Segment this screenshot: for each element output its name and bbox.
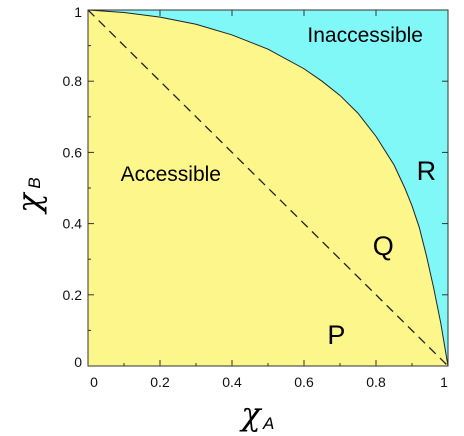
x-tick-label: 0	[90, 374, 98, 390]
x-tick-label: 0.8	[366, 374, 386, 390]
curve-layer	[87, 9, 449, 367]
point-label-q: Q	[373, 231, 394, 261]
x-tick-label: 1	[440, 374, 448, 390]
labels-layer: Accessible Inaccessible P Q R	[121, 24, 437, 350]
y-tick-label: 0	[74, 354, 82, 370]
x-tick-label: 0.4	[222, 374, 242, 390]
boundary-curve	[87, 9, 449, 367]
y-tick-label: 1	[74, 4, 82, 20]
region-label-accessible: Accessible	[121, 163, 221, 186]
y-tick-label: 0.8	[63, 73, 83, 89]
y-axis-title: χ	[10, 192, 48, 215]
x-tick-label: 0.2	[150, 374, 170, 390]
point-label-r: R	[417, 156, 437, 186]
y-axis-subscript: B	[25, 177, 44, 188]
y-axis-label: χ B	[10, 177, 48, 214]
point-label-p: P	[327, 320, 345, 350]
x-axis-label: χ A	[239, 395, 274, 433]
ticks-layer: 0 0.2 0.4 0.6 0.8 1 0 0.2 0.4 0.6 0.8 1	[63, 4, 449, 390]
y-tick-label: 0.2	[63, 287, 83, 303]
x-axis-title: χ	[239, 395, 262, 433]
y-tick-label: 0.6	[63, 144, 83, 160]
x-tick-label: 0.6	[294, 374, 314, 390]
region-label-inaccessible: Inaccessible	[307, 24, 423, 47]
diagonal-reference-line	[87, 9, 449, 367]
x-axis-subscript: A	[262, 414, 274, 433]
y-tick-label: 0.4	[63, 216, 83, 232]
